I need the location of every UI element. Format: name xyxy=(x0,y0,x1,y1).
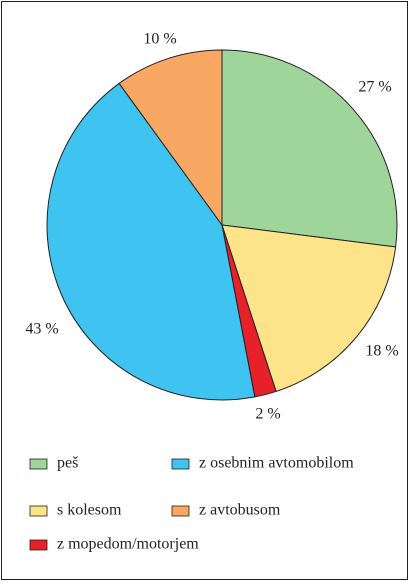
legend-label: s kolesom xyxy=(57,502,122,519)
pie-slice xyxy=(221,224,397,393)
pie-slice xyxy=(118,49,223,227)
legend-swatch xyxy=(171,505,190,517)
value-label: 18 % xyxy=(365,343,398,360)
value-label: 27 % xyxy=(358,79,391,96)
legend-swatch xyxy=(29,539,48,551)
pie-slice xyxy=(46,82,256,401)
legend-swatch xyxy=(171,458,190,470)
legend-label: z avtobusom xyxy=(199,502,281,519)
legend-swatch xyxy=(29,505,48,517)
value-label: 10 % xyxy=(143,31,176,48)
legend-label: z osebnim avtomobilom xyxy=(199,455,354,472)
value-label: 43 % xyxy=(25,321,58,338)
legend-swatch xyxy=(29,458,48,470)
pie-slice xyxy=(221,49,398,248)
value-label: 2 % xyxy=(255,406,280,423)
legend-label: peš xyxy=(57,455,78,472)
legend-label: z mopedom/motorjem xyxy=(57,536,199,553)
